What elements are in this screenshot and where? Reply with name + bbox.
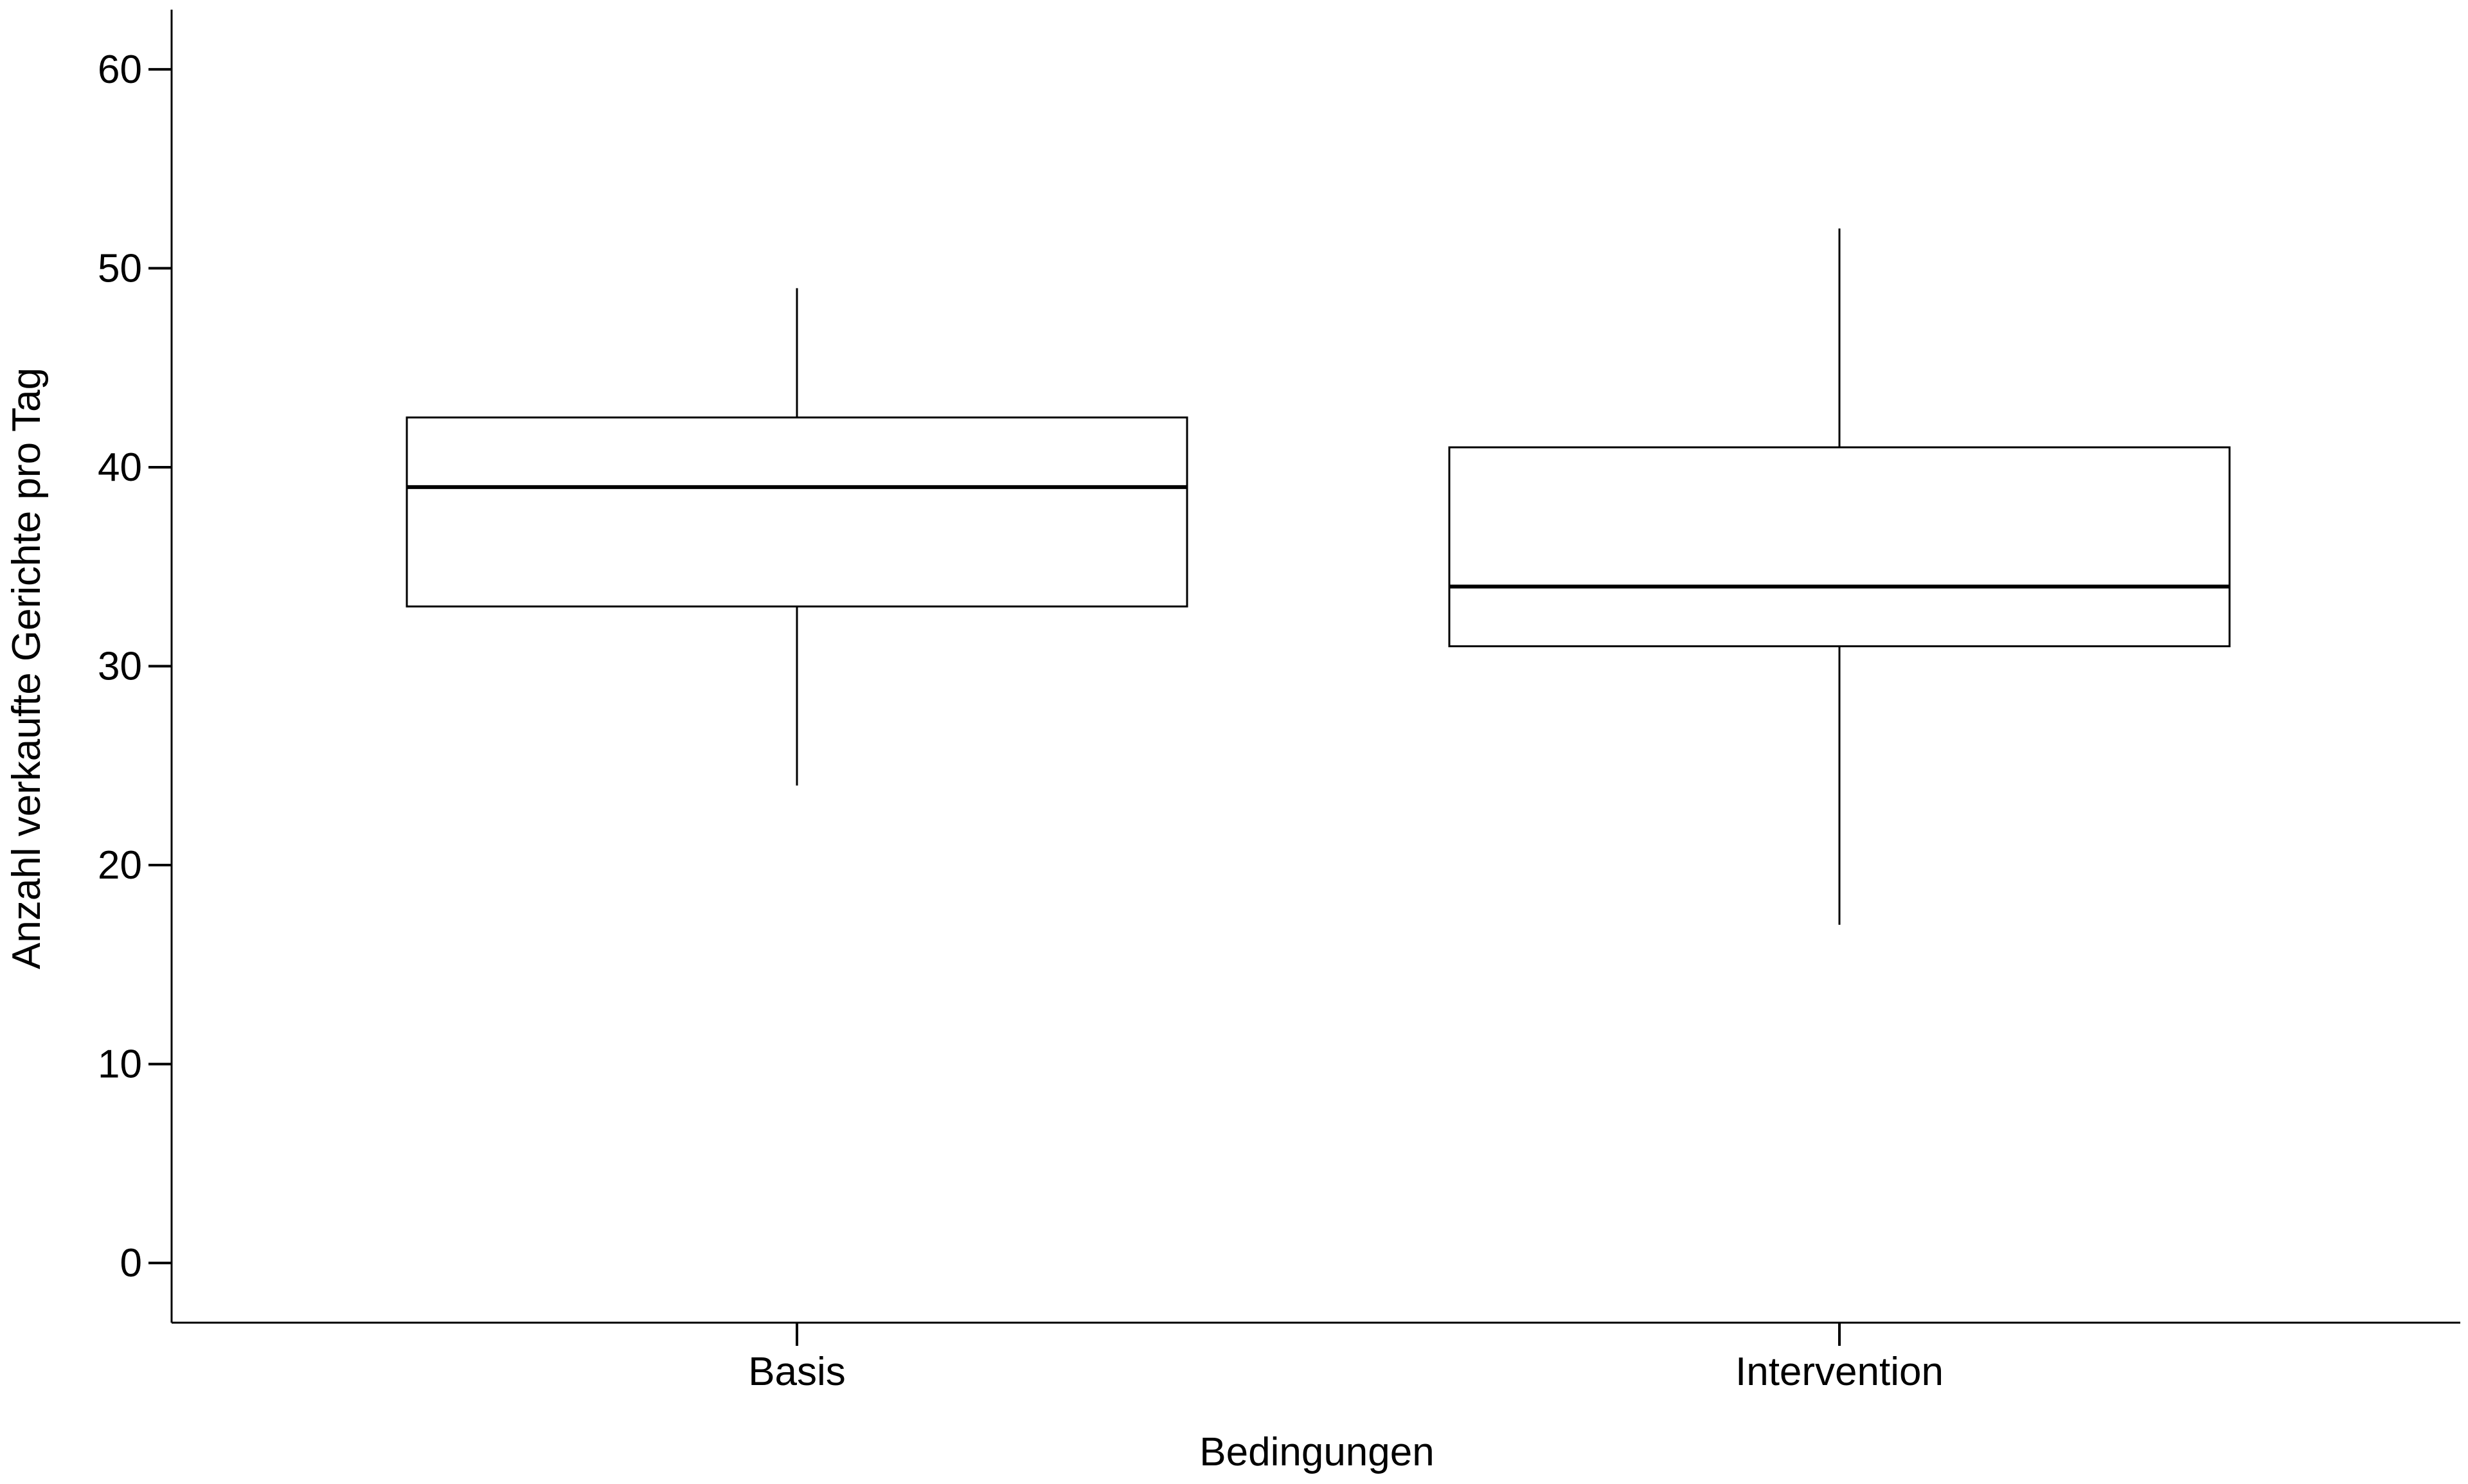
boxes-layer	[406, 228, 2231, 925]
box-group-intervention	[1448, 228, 2231, 925]
y-tick-label: 50	[98, 246, 142, 291]
y-axis-title: Anzahl verkaufte Gerichte pro Tag	[4, 368, 49, 969]
y-tick-label: 60	[98, 48, 142, 92]
y-tick-label: 10	[98, 1042, 142, 1087]
y-tick-label: 30	[98, 645, 142, 689]
axes-layer: 0 10 20 30 40 50 60 Basis Intervention	[98, 10, 2460, 1394]
box-group-basis	[406, 288, 1188, 786]
iqr-box	[406, 416, 1188, 608]
y-tick-label: 0	[120, 1241, 142, 1285]
x-axis-title: Bedingungen	[1199, 1430, 1434, 1474]
iqr-box	[1448, 446, 2231, 648]
x-tick-label: Intervention	[1735, 1350, 1944, 1394]
y-tick-label: 20	[98, 843, 142, 888]
y-tick-label: 40	[98, 445, 142, 490]
x-tick-label: Basis	[748, 1350, 846, 1394]
